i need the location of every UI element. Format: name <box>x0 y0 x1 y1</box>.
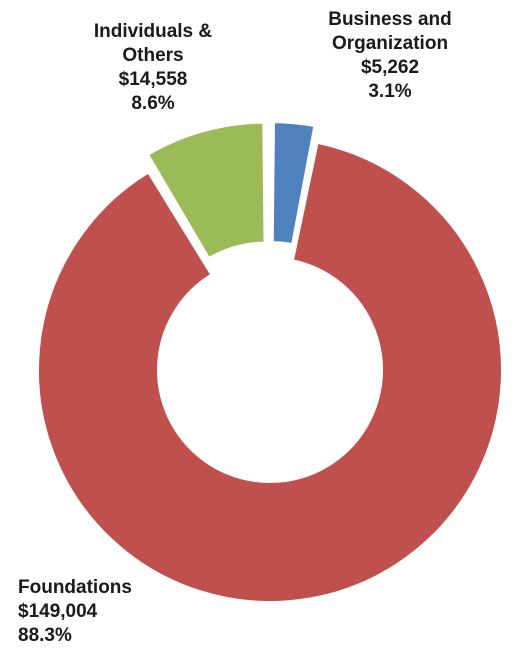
label-business-line2: Organization <box>331 33 449 54</box>
slice-foundations <box>37 141 503 603</box>
label-foundations-line1: Foundations <box>18 577 132 598</box>
label-individuals-line2: Others <box>122 45 184 66</box>
label-business-percent: 3.1% <box>368 81 412 102</box>
label-individuals-value: $14,558 <box>118 69 188 90</box>
slice-individuals-others <box>146 121 266 260</box>
label-individuals-line1: Individuals & <box>93 21 213 42</box>
label-business-organization: Business and Organization $5,262 3.1% <box>305 8 475 104</box>
label-foundations-value: $149,004 <box>18 601 98 622</box>
label-business-value: $5,262 <box>360 57 420 78</box>
label-foundations-percent: 88.3% <box>18 625 72 646</box>
label-business-line1: Business and <box>328 9 452 30</box>
slice-business-and-organization <box>271 121 316 246</box>
label-individuals-others: Individuals & Others $14,558 8.6% <box>58 20 248 116</box>
label-foundations: Foundations $149,004 88.3% <box>18 576 178 648</box>
label-individuals-percent: 8.6% <box>131 93 175 114</box>
